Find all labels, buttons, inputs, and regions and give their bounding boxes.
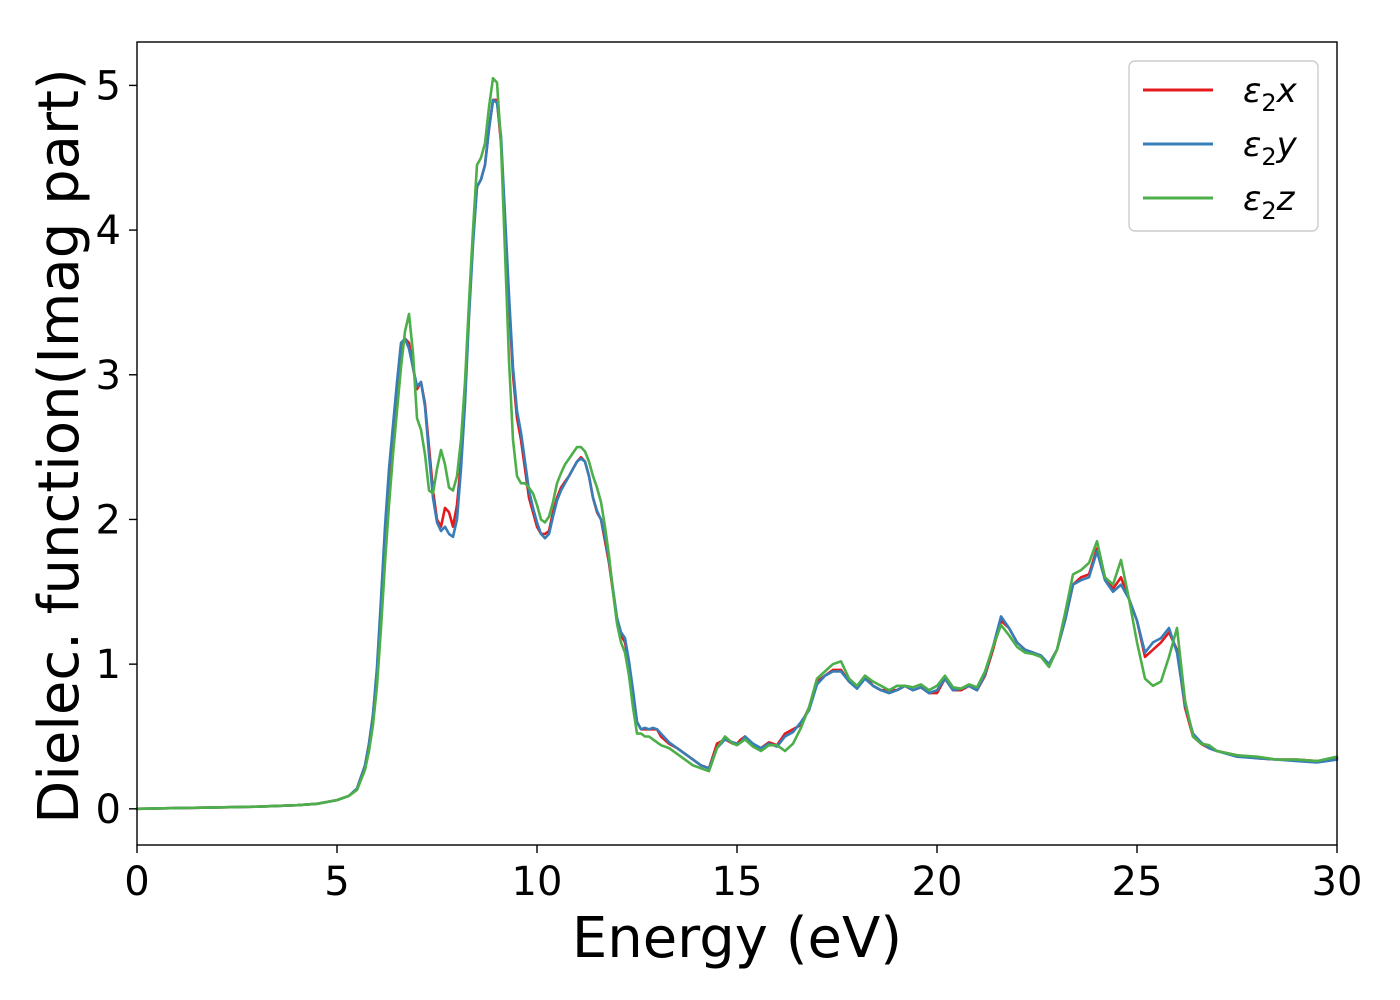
legend-label-x: ε2x	[1243, 71, 1298, 117]
legend-label-z: ε2z	[1243, 179, 1296, 225]
y-axis-label: Dielec. function(Imag part)	[27, 68, 92, 824]
y-axis-ticks: 0 1 2 3 4 5	[96, 63, 137, 833]
y-tick-label: 1	[96, 642, 121, 688]
y-tick-label: 5	[96, 63, 121, 109]
legend-label-y: ε2y	[1243, 125, 1298, 171]
x-tick-label: 0	[124, 859, 149, 905]
series-line-z	[135, 76, 1339, 811]
x-tick-label: 20	[912, 859, 963, 905]
x-tick-label: 15	[712, 859, 763, 905]
y-tick-label: 3	[96, 353, 121, 399]
legend-box	[1128, 60, 1319, 232]
series-layer	[135, 76, 1339, 811]
x-tick-label: 30	[1312, 859, 1363, 905]
y-tick-label: 2	[96, 497, 121, 543]
x-axis-label: Energy (eV)	[572, 906, 902, 971]
legend: ε2x ε2y ε2z	[1128, 60, 1319, 232]
x-axis-ticks: 0 5 10 15 20 25 30	[124, 845, 1362, 905]
x-tick-label: 5	[324, 859, 349, 905]
x-tick-label: 25	[1112, 859, 1163, 905]
x-tick-label: 10	[512, 859, 563, 905]
y-tick-label: 0	[96, 787, 121, 833]
y-tick-label: 4	[96, 208, 121, 254]
